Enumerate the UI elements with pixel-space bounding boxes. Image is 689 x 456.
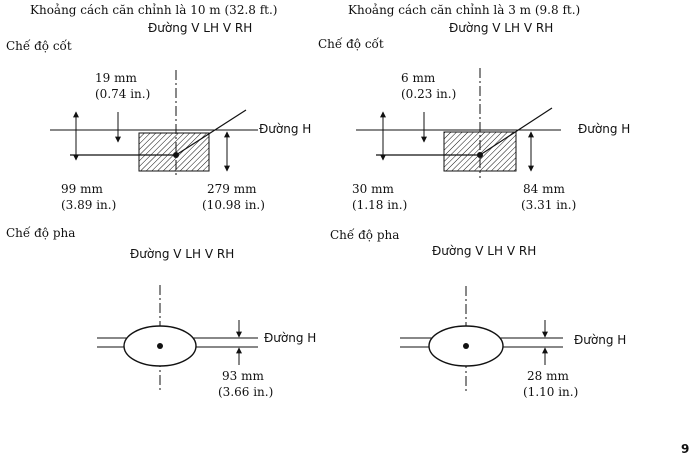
right-high-offset-mm: 28 mm [527, 369, 569, 383]
right-distance-title: Khoảng cách căn chỉnh là 3 m (9.8 ft.) [348, 3, 581, 17]
right-high-beam-diagram [400, 286, 563, 392]
right-hline-label-low: Đường H [578, 122, 631, 136]
left-hline-label-low: Đường H [259, 122, 312, 136]
right-low-beam-label: Chế độ cốt [318, 37, 384, 51]
left-low-beam-label: Chế độ cốt [6, 39, 72, 53]
left-high-offset-mm: 93 mm [222, 369, 264, 383]
right-hline-label-high: Đường H [574, 333, 627, 347]
left-high-center-dot [157, 343, 163, 349]
right-low-beam-diagram [356, 68, 561, 178]
left-bottom-left-mm: 99 mm [61, 182, 103, 196]
left-low-cutoff-rise [175, 109, 247, 156]
right-low-cutoff-rise [479, 107, 553, 156]
right-vline-label-high: Đường V LH V RH [432, 244, 537, 258]
left-bottom-right-in: (10.98 in.) [202, 198, 265, 212]
left-low-hatch-zone [138, 132, 210, 172]
left-bottom-right-mm: 279 mm [207, 182, 257, 196]
right-high-beam-label: Chế độ pha [330, 228, 400, 242]
right-small-offset-in: (0.23 in.) [401, 87, 457, 101]
page-number: 9 [681, 442, 689, 456]
right-bottom-right-mm: 84 mm [523, 182, 565, 196]
left-high-beam-diagram [97, 285, 258, 392]
left-vline-label-high: Đường V LH V RH [130, 247, 235, 261]
left-hline-label-high: Đường H [264, 331, 317, 345]
right-low-center-dot [477, 152, 483, 158]
right-high-center-dot [463, 343, 469, 349]
right-vline-label-top: Đường V LH V RH [449, 21, 554, 35]
left-low-beam-diagram [50, 70, 258, 178]
left-small-offset-mm: 19 mm [95, 71, 137, 85]
left-small-offset-in: (0.74 in.) [95, 87, 151, 101]
right-bottom-right-in: (3.31 in.) [521, 198, 577, 212]
left-high-beam-label: Chế độ pha [6, 226, 76, 240]
right-bottom-left-mm: 30 mm [352, 182, 394, 196]
right-small-offset-mm: 6 mm [401, 71, 436, 85]
left-high-offset-in: (3.66 in.) [218, 385, 274, 399]
left-distance-title: Khoảng cách căn chỉnh là 10 m (32.8 ft.) [30, 3, 278, 17]
left-vline-label-top: Đường V LH V RH [148, 21, 253, 35]
left-bottom-left-in: (3.89 in.) [61, 198, 117, 212]
right-low-hatch-zone [443, 131, 517, 172]
right-bottom-left-in: (1.18 in.) [352, 198, 408, 212]
right-high-offset-in: (1.10 in.) [523, 385, 579, 399]
left-low-center-dot [173, 152, 179, 158]
